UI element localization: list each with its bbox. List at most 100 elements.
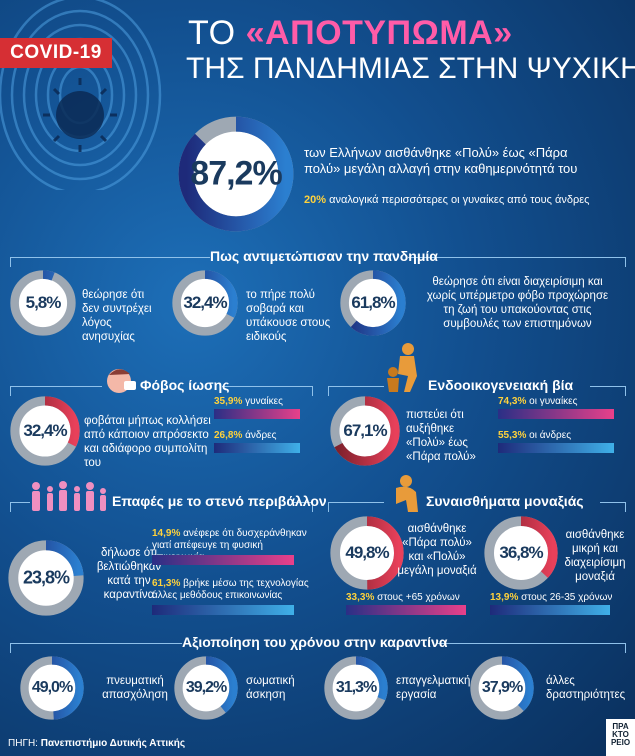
- covid-badge: COVID-19: [0, 38, 112, 68]
- loneliness-pct-2: 36,8%: [499, 543, 543, 562]
- divider: [625, 643, 626, 653]
- source-label: ΠΗΓΗ:: [8, 738, 38, 749]
- loneliness-note-1-text: στους +65 χρόνων: [377, 592, 460, 603]
- divider: [10, 502, 11, 512]
- source-value: Πανεπιστήμιο Δυτικής Αττικής: [40, 738, 186, 749]
- divider: [10, 386, 102, 387]
- donut-value-arc: [10, 396, 80, 466]
- contacts-pct: 23,8%: [22, 567, 70, 588]
- title-highlight: «ΑΠΟΤΥΠΩΜΑ»: [245, 14, 513, 52]
- coping-donut-3: 61,8%: [340, 270, 406, 336]
- section-loneliness-title: Συναισθήματα μοναξιάς: [426, 493, 584, 509]
- divider: [10, 502, 30, 503]
- divider: [328, 386, 384, 387]
- divider: [292, 502, 312, 503]
- violence-men-label: οι άνδρες: [529, 430, 572, 441]
- divider: [600, 502, 626, 503]
- time-pct-3: 31,3%: [335, 679, 377, 696]
- fear-women-value: 35,9%: [214, 396, 243, 407]
- loneliness-note-1: 33,3% στους +65 χρόνων: [346, 592, 460, 604]
- fear-ring: [10, 396, 80, 466]
- time-ring-4: [470, 656, 534, 720]
- donut-value-arc: [330, 516, 404, 590]
- time-pct-4: 37,9%: [481, 679, 523, 696]
- time-pct-1: 49,0%: [31, 679, 73, 696]
- violence-women-label: οι γυναίκες: [529, 396, 578, 407]
- fear-men: 26,8% άνδρες: [214, 430, 276, 442]
- violence-men-value: 55,3%: [498, 430, 527, 441]
- divider: [312, 386, 313, 396]
- contacts-text: δήλωσε ότι βελτιώθηκαν κατά την καραντίν…: [96, 547, 162, 601]
- source-note: ΠΗΓΗ: Πανεπιστήμιο Δυτικής Αττικής: [8, 738, 185, 749]
- fear-men-value: 26,8%: [214, 430, 243, 441]
- donut-value-arc: [172, 270, 238, 336]
- violence-women: 74,3% οι γυναίκες: [498, 396, 577, 408]
- loneliness-donut-1: 49,8%: [330, 516, 404, 590]
- coping-pct-3: 61,8%: [351, 293, 395, 312]
- loneliness-text-2: αισθάνθηκε μικρή και διαχειρίσιμη μοναξι…: [564, 529, 626, 583]
- divider: [436, 643, 626, 644]
- divider: [222, 386, 312, 387]
- contacts-stat2-value: 61,3%: [152, 578, 181, 589]
- contacts-stat2-bar: [152, 605, 294, 615]
- loneliness-donut-2: 36,8%: [484, 516, 558, 590]
- page-title: ΤΟ «ΑΠΟΤΥΠΩΜΑ»: [188, 14, 513, 53]
- coping-ring-2: [172, 270, 238, 336]
- contacts-stat2: 61,3% βρήκε μέσω της τεχνολογίας άλλες μ…: [152, 578, 312, 602]
- coping-pct-1: 5,8%: [25, 293, 62, 312]
- headline-pct: 87,2%: [190, 154, 282, 193]
- time-ring-1: [20, 656, 84, 720]
- coping-ring-3: [340, 270, 406, 336]
- divider: [10, 643, 11, 653]
- violence-donut: 67,1%: [330, 396, 400, 466]
- fear-pct: 32,4%: [23, 421, 67, 440]
- violence-ring: [330, 396, 400, 466]
- divider: [590, 386, 626, 387]
- coping-text-1: θεώρησε ότι δεν συντρέχει λόγος ανησυχία…: [82, 289, 152, 343]
- loneliness-note-2-text: στους 26-35 χρόνων: [521, 592, 613, 603]
- donut-value-arc: [324, 656, 388, 720]
- domestic-violence-icon: [387, 343, 417, 392]
- coping-donut-1: 5,8%: [10, 270, 76, 336]
- donut-value-arc: [178, 116, 294, 232]
- section-contacts-title: Επαφές με το στενό περιβάλλον: [112, 493, 327, 509]
- time-text-4: άλλες δραστηριότητες: [546, 675, 626, 701]
- time-text-1: πνευματική απασχόληση: [102, 675, 168, 701]
- divider: [328, 502, 384, 503]
- fear-text: φοβάται μήπως κολλήσει από κάποιον απρόσ…: [84, 415, 211, 469]
- divider: [312, 502, 313, 512]
- violence-women-bar: [498, 409, 614, 419]
- fear-donut: 32,4%: [10, 396, 80, 466]
- time-donut-1: 49,0%: [20, 656, 84, 720]
- donut-value-arc: [10, 270, 76, 336]
- page-subtitle: ΤΗΣ ΠΑΝΔΗΜΙΑΣ ΣΤΗΝ ΨΥΧΙΚΗ ΥΓΕΙΑ: [186, 52, 635, 85]
- headline-sub-text: αναλογικά περισσότερες οι γυναίκες από τ…: [329, 194, 590, 206]
- divider: [625, 257, 626, 267]
- divider: [625, 502, 626, 512]
- time-donut-4: 37,9%: [470, 656, 534, 720]
- loneliness-bar-2: [490, 605, 610, 615]
- divider: [10, 386, 11, 396]
- time-donut-2: 39,2%: [174, 656, 238, 720]
- fear-women: 35,9% γυναίκες: [214, 396, 283, 408]
- section-fear-title: Φόβος ίωσης: [140, 377, 230, 393]
- loneliness-note-2: 13,9% στους 26-35 χρόνων: [490, 592, 612, 604]
- contacts-donut: 23,8%: [8, 540, 84, 616]
- divider: [10, 257, 11, 267]
- donut-value-arc: [20, 656, 84, 720]
- contacts-stat1-value: 14,9%: [152, 528, 181, 539]
- loneliness-pct-1: 49,8%: [345, 543, 389, 562]
- contacts-stat1-bar: [152, 555, 294, 565]
- time-ring-2: [174, 656, 238, 720]
- fear-men-label: άνδρες: [245, 430, 277, 441]
- contacts-ring: [8, 540, 84, 616]
- loneliness-ring-2: [484, 516, 558, 590]
- coping-text-2: το πήρε πολύ σοβαρά και υπάκουσε στους ε…: [246, 289, 331, 343]
- loneliness-note-1-value: 33,3%: [346, 592, 375, 603]
- headline-text: των Ελλήνων αισθάνθηκε «Πολύ» έως «Πάρα …: [304, 145, 578, 176]
- section-coping-title: Πως αντιμετώπισαν την πανδημία: [210, 248, 438, 264]
- family-icon: [32, 481, 106, 511]
- coping-donut-2: 32,4%: [172, 270, 238, 336]
- violence-men: 55,3% οι άνδρες: [498, 430, 571, 442]
